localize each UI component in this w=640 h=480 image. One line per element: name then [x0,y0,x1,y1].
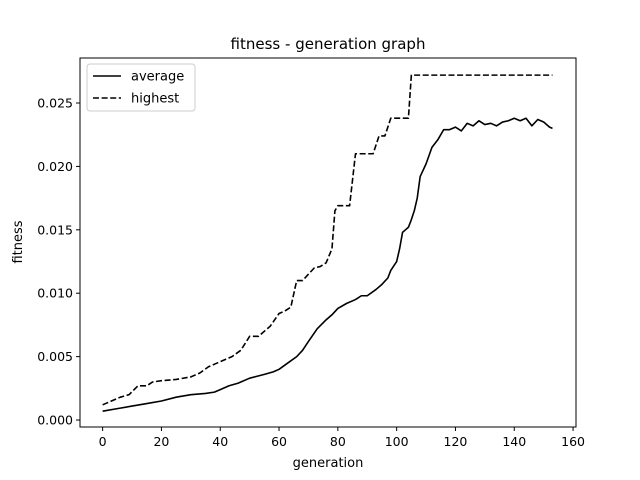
x-axis-ticks: 0 20 40 60 80 100 120 140 160 [99,427,585,449]
y-tick-label: 0.025 [37,96,73,111]
x-tick-label: 80 [330,434,346,449]
series-layer [102,74,553,412]
y-tick-label: 0.000 [37,413,73,428]
legend-average-label: average [131,70,184,85]
legend: average highest [86,63,196,112]
x-tick-label: 0 [99,434,107,449]
legend-highest-label: highest [131,92,179,107]
x-tick-label: 100 [385,434,409,449]
y-axis-label: fitness [11,220,26,263]
y-tick-label: 0.020 [37,159,73,174]
x-tick-label: 160 [561,434,585,449]
x-tick-label: 140 [502,434,526,449]
x-tick-label: 40 [212,434,228,449]
series-line-highest [102,74,553,406]
y-tick-label: 0.015 [37,222,73,237]
x-tick-label: 20 [153,434,169,449]
x-tick-label: 120 [444,434,468,449]
y-tick-label: 0.005 [37,349,73,364]
chart-title: fitness - generation graph [231,35,426,53]
y-axis-ticks: 0.000 0.005 0.010 0.015 0.020 0.025 [37,96,80,428]
y-tick-label: 0.010 [37,286,73,301]
x-tick-label: 60 [271,434,287,449]
x-axis-label: generation [293,456,364,471]
plot-frame [79,57,577,428]
series-line-average [102,117,553,412]
